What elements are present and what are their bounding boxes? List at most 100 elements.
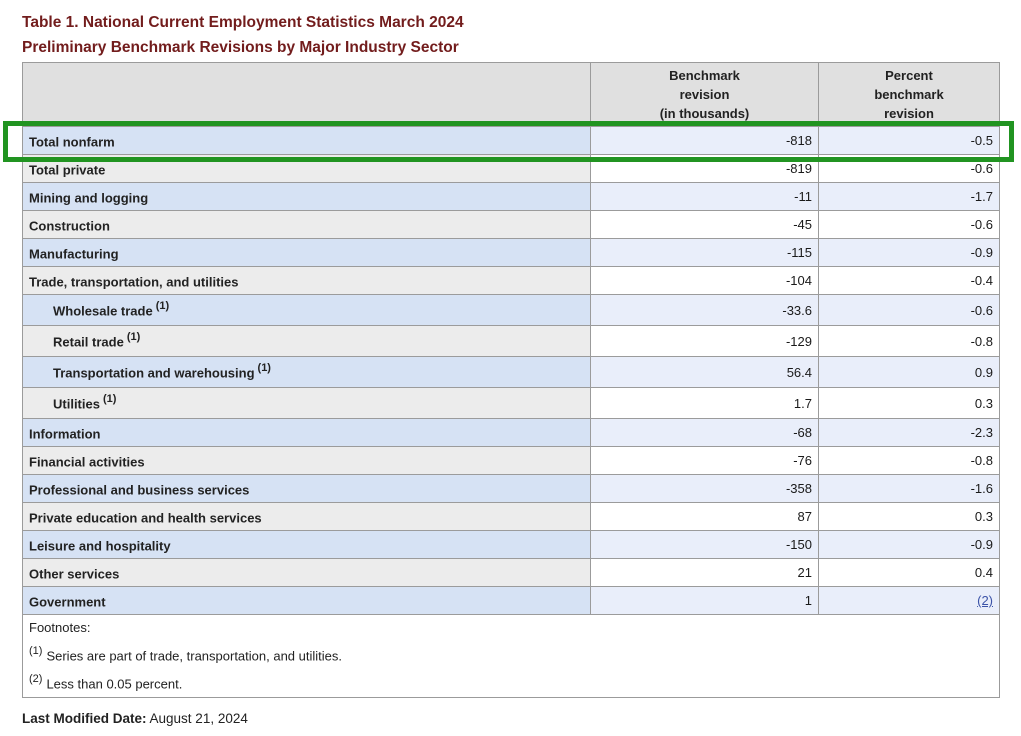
table-row-trade-transportation-utilities: Trade, transportation, and utilities -10… [22,266,1000,295]
header-spacer-cell [22,62,591,127]
footnotes-heading: Footnotes: [29,620,91,635]
benchmark-revision-cell: -818 [590,126,819,155]
header-benchmark-line: revision [679,87,730,102]
percent-revision-cell: -0.6 [818,154,1000,183]
percent-revision-cell: -0.9 [818,238,1000,267]
percent-revision-cell: 0.4 [818,558,1000,587]
row-label: Government [22,586,591,615]
percent-revision-cell: -0.9 [818,530,1000,559]
table-row-wholesale-trade: Wholesale trade (1) -33.6 -0.6 [22,294,1000,326]
row-label: Trade, transportation, and utilities [22,266,591,295]
benchmark-revision-cell: 1 [590,586,819,615]
header-percent-line: Percent [885,68,933,83]
benchmark-revision-cell: -76 [590,446,819,475]
benchmark-revision-cell: -358 [590,474,819,503]
percent-revision-cell: -2.3 [818,418,1000,447]
percent-revision-cell: -0.5 [818,126,1000,155]
footnote-mark: (1) [257,362,271,375]
row-label: Manufacturing [22,238,591,267]
benchmark-revision-cell: -33.6 [590,294,819,326]
footnotes-cell: Footnotes: (1) Series are part of trade, … [22,614,1000,698]
table-header: Benchmark revision (in thousands) Percen… [22,62,1000,127]
percent-revision-cell: -1.7 [818,182,1000,211]
row-label: Professional and business services [22,474,591,503]
row-label: Construction [22,210,591,239]
table-row-leisure-and-hospitality: Leisure and hospitality -150 -0.9 [22,530,1000,559]
header-benchmark-line: (in thousands) [659,106,750,121]
footnote-item-1: (1) Series are part of trade, transportat… [29,640,993,668]
footnote-2-link[interactable]: (2) [977,593,993,608]
table-row-utilities: Utilities (1) 1.7 0.3 [22,387,1000,419]
percent-revision-cell: (2) [818,586,1000,615]
row-label: Financial activities [22,446,591,475]
row-label: Mining and logging [22,182,591,211]
row-label: Other services [22,558,591,587]
table-row-financial-activities: Financial activities -76 -0.8 [22,446,1000,475]
row-label: Total nonfarm [22,126,591,155]
footnote-mark: (1) [102,393,117,406]
benchmark-revision-cell: -45 [590,210,819,239]
benchmark-revision-cell: -68 [590,418,819,447]
benchmark-revision-cell: -129 [590,325,819,357]
percent-revision-cell: 0.3 [818,502,1000,531]
row-label: Wholesale trade (1) [22,294,591,326]
table-row-total-private: Total private -819 -0.6 [22,154,1000,183]
benchmark-revision-cell: -819 [590,154,819,183]
header-percent-revision: Percent benchmark revision [818,62,1000,127]
table-row-private-education-and-health-services: Private education and health services 87… [22,502,1000,531]
benchmark-revision-cell: 87 [590,502,819,531]
percent-revision-cell: -0.4 [818,266,1000,295]
footnote-2-text: Less than 0.05 percent. [46,676,183,692]
row-label: Retail trade (1) [22,325,591,357]
table-row-government: Government 1 (2) [22,586,1000,615]
row-label: Transportation and warehousing (1) [22,356,591,388]
row-label: Leisure and hospitality [22,530,591,559]
row-label: Utilities (1) [22,387,591,419]
header-percent-line: benchmark [874,87,944,102]
percent-revision-cell: -0.6 [818,210,1000,239]
row-label: Total private [22,154,591,183]
benchmark-revisions-table: Benchmark revision (in thousands) Percen… [22,62,1000,698]
benchmark-revision-cell: -104 [590,266,819,295]
percent-revision-cell: 0.3 [818,387,1000,419]
percent-revision-cell: -1.6 [818,474,1000,503]
table-row-other-services: Other services 21 0.4 [22,558,1000,587]
row-label: Private education and health services [22,502,591,531]
table-row-retail-trade: Retail trade (1) -129 -0.8 [22,325,1000,357]
footnote-1-text: Series are part of trade, transportation… [46,648,342,664]
footnote-2-mark: (2) [29,673,43,686]
benchmark-revision-cell: 1.7 [590,387,819,419]
benchmark-revision-cell: -11 [590,182,819,211]
table-row-total-nonfarm: Total nonfarm -818 -0.5 [22,126,1000,155]
footnote-mark: (1) [155,300,170,313]
footnote-1-mark: (1) [29,645,43,657]
table-row-professional-and-business-services: Professional and business services -358 … [22,474,1000,503]
benchmark-revision-cell: -115 [590,238,819,267]
percent-revision-cell: -0.8 [818,325,1000,357]
percent-revision-cell: 0.9 [818,356,1000,388]
percent-revision-cell: -0.6 [818,294,1000,326]
table-row-mining-and-logging: Mining and logging -11 -1.7 [22,182,1000,211]
header-percent-line: revision [884,106,934,121]
row-label: Information [22,418,591,447]
percent-revision-cell: -0.8 [818,446,1000,475]
table-row-transportation-and-warehousing: Transportation and warehousing (1) 56.4 0… [22,356,1000,388]
footnotes-row: Footnotes: (1) Series are part of trade, … [22,614,1000,698]
page-title: Table 1. National Current Employment Sta… [22,10,464,60]
last-modified-value: August 21, 2024 [149,711,248,726]
table-row-construction: Construction -45 -0.6 [22,210,1000,239]
last-modified-date: Last Modified Date: August 21, 2024 [22,711,248,726]
footnote-item-2: (2) Less than 0.05 percent. [29,668,993,696]
benchmark-revision-cell: -150 [590,530,819,559]
footnote-mark: (1) [126,331,141,344]
table-row-manufacturing: Manufacturing -115 -0.9 [22,238,1000,267]
page-title-line-1: Table 1. National Current Employment Sta… [22,14,464,31]
header-benchmark-line: Benchmark [669,68,740,83]
benchmark-revision-cell: 21 [590,558,819,587]
last-modified-label: Last Modified Date: [22,711,147,726]
page-title-line-2: Preliminary Benchmark Revisions by Major… [22,39,459,56]
table-row-information: Information -68 -2.3 [22,418,1000,447]
benchmark-revision-cell: 56.4 [590,356,819,388]
header-benchmark-revision: Benchmark revision (in thousands) [590,62,819,127]
